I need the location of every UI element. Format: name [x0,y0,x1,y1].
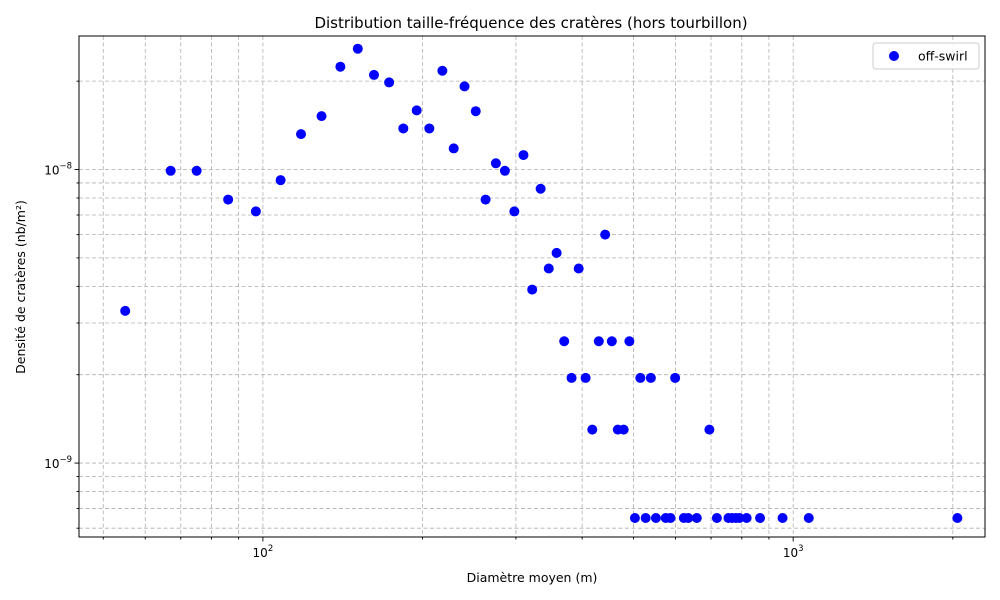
x-tick-label: 103 [783,544,804,560]
data-point [384,77,395,88]
data-point [704,424,715,435]
data-point [803,512,814,523]
data-point [165,165,176,176]
data-point [645,372,656,383]
data-point [335,61,346,72]
data-point [606,336,617,347]
grid [79,36,985,537]
data-point [459,81,470,92]
data-point [670,372,681,383]
data-point [543,263,554,274]
data-point [580,372,591,383]
data-point [624,336,635,347]
data-point [398,123,409,134]
data-point [777,512,788,523]
legend-marker [889,51,899,61]
data-point [490,158,501,169]
x-axis-label: Diamètre moyen (m) [467,570,598,585]
chart-title: Distribution taille-fréquence des cratèr… [314,14,747,32]
data-point [368,69,379,80]
data-point [755,512,766,523]
data-point [559,336,570,347]
y-axis-label: Densité de cratères (nb/m²) [13,200,28,374]
data-point [480,194,491,205]
data-points [120,43,963,523]
data-point [587,424,598,435]
data-point [741,512,752,523]
x-tick-label: 102 [253,544,274,560]
data-point [518,150,529,161]
data-point [593,336,604,347]
data-point [734,512,745,523]
y-tick-label: 10−9 [44,455,72,471]
data-point [437,65,448,76]
legend-box [872,42,980,70]
data-point [411,105,422,116]
data-point [527,284,538,295]
data-point [665,512,676,523]
data-point [223,194,234,205]
legend: off-swirl [872,42,980,70]
data-point [191,165,202,176]
data-point [952,512,963,523]
data-point [424,123,435,134]
plot-frame [78,35,986,538]
legend-label: off-swirl [918,49,968,64]
data-point [629,512,640,523]
data-point [120,305,131,316]
data-point [683,512,694,523]
data-point [470,106,481,117]
data-point [352,43,363,54]
data-point [635,372,646,383]
data-point [448,143,459,154]
data-point [499,165,510,176]
y-tick-label: 10−8 [44,162,72,178]
data-point [535,183,546,194]
data-point [551,247,562,258]
data-point [650,512,661,523]
data-point [296,129,307,140]
data-point [566,372,577,383]
data-point [250,206,261,217]
data-point [691,512,702,523]
data-point [600,229,611,240]
data-point [573,263,584,274]
data-point [509,206,520,217]
data-point [711,512,722,523]
data-point [316,111,327,122]
data-point [618,424,629,435]
data-point [640,512,651,523]
data-point [275,175,286,186]
